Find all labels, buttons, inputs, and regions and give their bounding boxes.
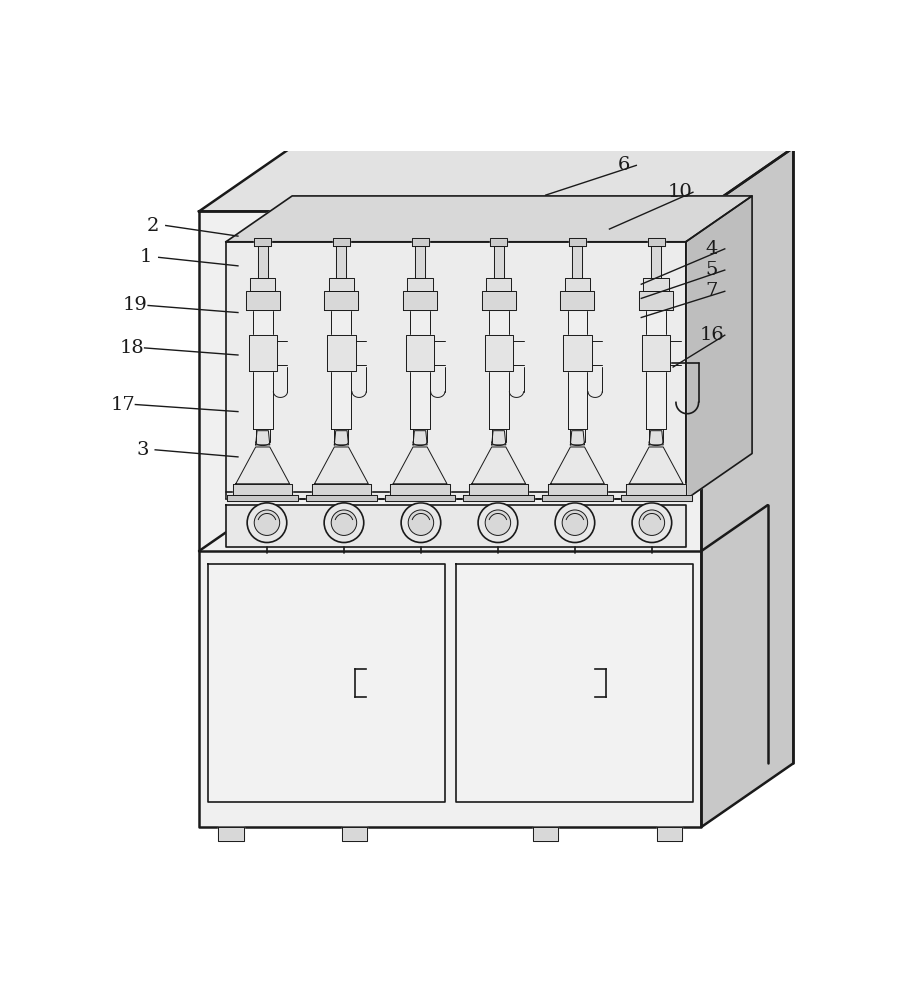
Polygon shape bbox=[306, 495, 377, 501]
Polygon shape bbox=[254, 238, 271, 246]
Polygon shape bbox=[486, 278, 511, 291]
Circle shape bbox=[331, 510, 357, 535]
Polygon shape bbox=[656, 827, 682, 841]
Polygon shape bbox=[490, 238, 508, 246]
Text: 18: 18 bbox=[120, 339, 144, 357]
Polygon shape bbox=[226, 505, 686, 547]
Polygon shape bbox=[456, 564, 693, 802]
Polygon shape bbox=[314, 447, 368, 484]
Polygon shape bbox=[563, 335, 592, 371]
Polygon shape bbox=[324, 291, 359, 310]
Polygon shape bbox=[329, 278, 354, 291]
Polygon shape bbox=[542, 495, 613, 501]
Text: 17: 17 bbox=[110, 396, 135, 414]
Circle shape bbox=[639, 510, 665, 535]
Polygon shape bbox=[207, 564, 445, 802]
Polygon shape bbox=[647, 238, 665, 246]
Circle shape bbox=[562, 510, 588, 535]
Polygon shape bbox=[639, 291, 673, 310]
Polygon shape bbox=[253, 310, 273, 429]
Polygon shape bbox=[464, 495, 534, 501]
Text: 2: 2 bbox=[147, 217, 159, 235]
Text: 7: 7 bbox=[706, 282, 719, 300]
Text: 6: 6 bbox=[617, 156, 630, 174]
Polygon shape bbox=[257, 246, 268, 278]
Polygon shape bbox=[404, 291, 437, 310]
Polygon shape bbox=[199, 211, 701, 827]
Polygon shape bbox=[412, 238, 428, 246]
Polygon shape bbox=[686, 196, 752, 499]
Polygon shape bbox=[626, 484, 686, 495]
Polygon shape bbox=[226, 196, 752, 242]
Circle shape bbox=[485, 510, 510, 535]
Polygon shape bbox=[391, 484, 450, 495]
Polygon shape bbox=[218, 827, 244, 841]
Polygon shape bbox=[646, 310, 666, 429]
Polygon shape bbox=[649, 431, 663, 445]
Circle shape bbox=[401, 503, 441, 543]
Circle shape bbox=[254, 510, 279, 535]
Polygon shape bbox=[469, 484, 529, 495]
Circle shape bbox=[478, 503, 518, 543]
Circle shape bbox=[247, 503, 287, 543]
Polygon shape bbox=[482, 291, 516, 310]
Circle shape bbox=[632, 503, 672, 543]
Polygon shape bbox=[337, 246, 346, 278]
Text: 3: 3 bbox=[136, 441, 149, 459]
Text: 19: 19 bbox=[123, 296, 148, 314]
Polygon shape bbox=[226, 242, 686, 499]
Polygon shape bbox=[644, 278, 669, 291]
Polygon shape bbox=[331, 310, 352, 429]
Polygon shape bbox=[248, 335, 277, 371]
Polygon shape bbox=[384, 495, 456, 501]
Polygon shape bbox=[415, 246, 425, 278]
Polygon shape bbox=[407, 278, 433, 291]
Circle shape bbox=[408, 510, 434, 535]
Polygon shape bbox=[551, 447, 604, 484]
Polygon shape bbox=[571, 431, 584, 445]
Polygon shape bbox=[311, 484, 371, 495]
Polygon shape bbox=[568, 310, 587, 429]
Polygon shape bbox=[548, 484, 607, 495]
Polygon shape bbox=[533, 827, 559, 841]
Polygon shape bbox=[334, 431, 349, 445]
Text: 10: 10 bbox=[667, 183, 693, 201]
Polygon shape bbox=[199, 148, 793, 211]
Polygon shape bbox=[485, 335, 513, 371]
Polygon shape bbox=[233, 484, 292, 495]
Polygon shape bbox=[569, 238, 586, 246]
Polygon shape bbox=[621, 495, 691, 501]
Polygon shape bbox=[494, 246, 504, 278]
Polygon shape bbox=[236, 447, 289, 484]
Polygon shape bbox=[651, 246, 661, 278]
Polygon shape bbox=[246, 291, 279, 310]
Polygon shape bbox=[256, 431, 270, 445]
Polygon shape bbox=[333, 238, 350, 246]
Text: 5: 5 bbox=[706, 261, 719, 279]
Polygon shape bbox=[327, 335, 355, 371]
Polygon shape bbox=[642, 335, 670, 371]
Polygon shape bbox=[492, 431, 506, 445]
Polygon shape bbox=[565, 278, 590, 291]
Polygon shape bbox=[413, 431, 427, 445]
Polygon shape bbox=[406, 335, 435, 371]
Polygon shape bbox=[394, 447, 447, 484]
Text: 1: 1 bbox=[140, 248, 152, 266]
Polygon shape bbox=[701, 148, 793, 827]
Polygon shape bbox=[342, 827, 367, 841]
Text: 4: 4 bbox=[706, 240, 719, 258]
Circle shape bbox=[324, 503, 363, 543]
Polygon shape bbox=[472, 447, 526, 484]
Polygon shape bbox=[410, 310, 430, 429]
Circle shape bbox=[555, 503, 594, 543]
Polygon shape bbox=[488, 310, 509, 429]
Polygon shape bbox=[561, 291, 594, 310]
Text: 16: 16 bbox=[699, 326, 724, 344]
Polygon shape bbox=[572, 246, 582, 278]
Polygon shape bbox=[629, 447, 683, 484]
Polygon shape bbox=[227, 495, 298, 501]
Polygon shape bbox=[250, 278, 276, 291]
